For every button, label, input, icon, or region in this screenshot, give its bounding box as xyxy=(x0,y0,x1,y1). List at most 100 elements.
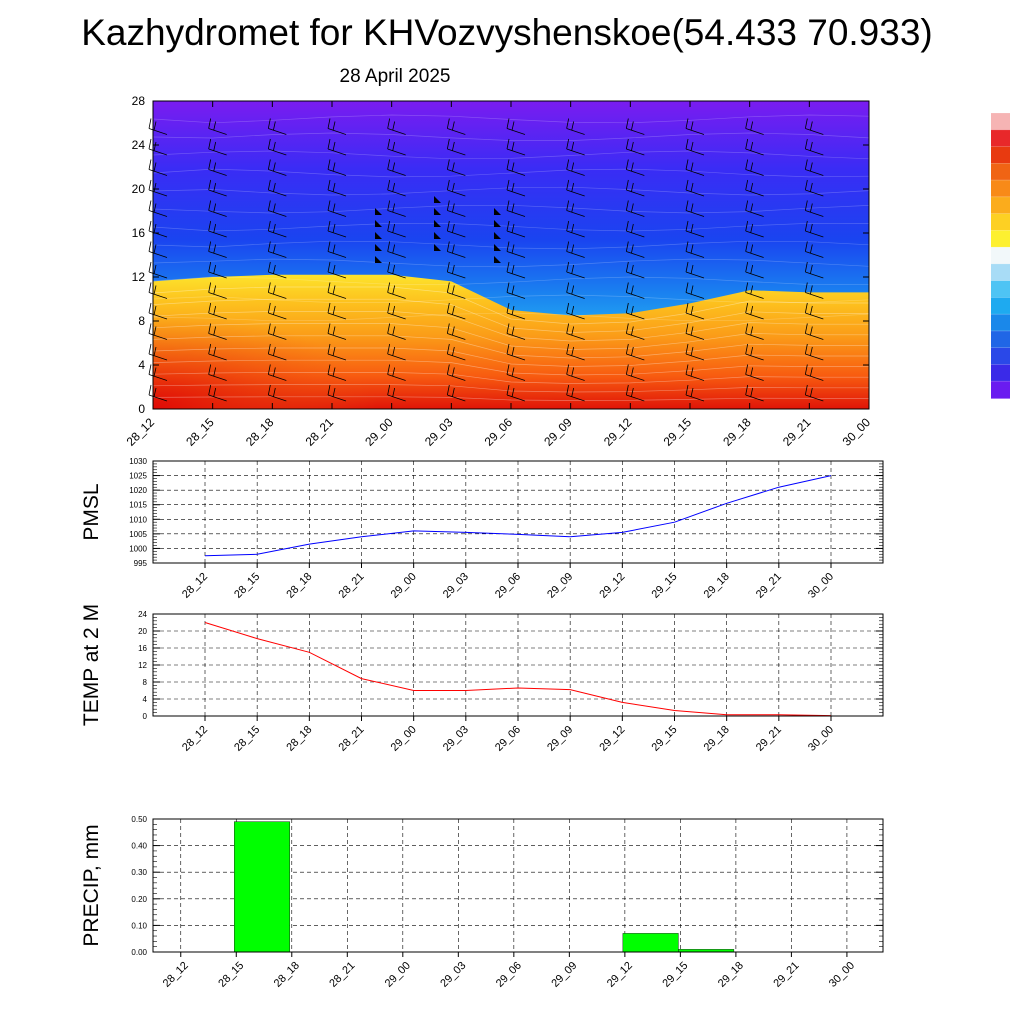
y-tick-label: 8 xyxy=(143,678,148,687)
wind-barb xyxy=(446,200,466,217)
wind-barb xyxy=(267,118,287,135)
wind-barb xyxy=(506,282,526,299)
x-tick-label: 29_12 xyxy=(597,571,627,601)
colorbar xyxy=(991,112,1010,399)
y-tick-label: 16 xyxy=(132,226,146,240)
y-tick-label: 1015 xyxy=(129,501,147,510)
x-tick-label: 29_12 xyxy=(601,415,635,449)
wind-barb xyxy=(267,138,287,156)
wind-barb xyxy=(804,138,824,156)
y-axis-label: TEMP at 2 M xyxy=(80,604,103,726)
y-tick-label: 12 xyxy=(132,270,146,284)
wind-barb xyxy=(267,241,287,258)
wind-barb xyxy=(387,220,406,238)
x-tick-label: 29_12 xyxy=(597,724,627,754)
wind-barb xyxy=(506,261,526,279)
wind-barb xyxy=(148,302,168,320)
wind-barb xyxy=(566,282,585,299)
wind-barb xyxy=(387,261,406,279)
wind-barb xyxy=(506,384,526,402)
wind-barb xyxy=(804,200,824,217)
temperature-contour xyxy=(152,359,869,376)
wind-barb xyxy=(685,282,705,299)
y-tick-label: 8 xyxy=(138,314,145,328)
wind-barb xyxy=(267,343,287,361)
wind-barb xyxy=(208,179,227,197)
y-tick-label: 12 xyxy=(138,661,147,670)
x-tick-label: 28_15 xyxy=(232,571,262,601)
wind-barb xyxy=(327,179,347,197)
temperature-contour xyxy=(152,372,869,384)
x-tick-label: 29_00 xyxy=(389,571,419,601)
x-tick-label: 28_21 xyxy=(337,571,367,601)
x-tick-label: 29_09 xyxy=(545,571,575,601)
wind-barb xyxy=(685,343,705,361)
wind-barb xyxy=(506,118,526,135)
wind-barb xyxy=(625,220,645,238)
wind-pennant xyxy=(494,232,501,239)
wind-pennant xyxy=(375,220,382,227)
x-tick-label: 28_12 xyxy=(180,571,210,601)
wind-barb xyxy=(387,241,406,258)
wind-pennant xyxy=(434,244,441,251)
wind-barb xyxy=(506,323,526,340)
wind-barb xyxy=(208,118,227,135)
x-tick-label: 29_03 xyxy=(422,415,456,449)
wind-barb xyxy=(446,343,466,361)
wind-barb xyxy=(566,302,585,320)
wind-barb xyxy=(804,343,824,361)
colorbar-swatch xyxy=(991,364,1010,382)
colorbar-swatch xyxy=(991,247,1010,265)
x-tick-label: 28_21 xyxy=(303,415,337,449)
wind-barb xyxy=(566,241,585,258)
x-tick-label: 29_18 xyxy=(702,571,732,601)
wind-barb xyxy=(387,200,406,217)
wind-pennant xyxy=(494,220,501,227)
colorbar-swatch xyxy=(991,263,1010,282)
wind-barb xyxy=(267,364,287,381)
wind-barb xyxy=(685,179,705,197)
page-title: Kazhydromet for KHVozvyshenskoe(54.433 7… xyxy=(81,12,933,53)
wind-barb xyxy=(327,323,347,340)
wind-barb xyxy=(625,200,645,217)
wind-barb xyxy=(327,200,347,217)
wind-barb xyxy=(148,343,168,361)
wind-barb xyxy=(685,200,705,217)
x-tick-label: 28_15 xyxy=(183,415,217,449)
y-tick-label: 28 xyxy=(132,94,146,108)
wind-pennant xyxy=(494,256,501,263)
wind-barb xyxy=(804,384,824,402)
wind-barb xyxy=(625,302,645,320)
wind-pennant xyxy=(434,196,441,203)
wind-barb xyxy=(625,179,645,197)
wind-barb xyxy=(446,282,466,299)
wind-barb xyxy=(387,179,406,197)
x-tick-label: 29_09 xyxy=(541,415,575,449)
wind-barb xyxy=(804,261,824,279)
temperature-contour xyxy=(152,222,870,232)
y-tick-label: 0.30 xyxy=(131,868,147,877)
wind-barb xyxy=(208,343,227,361)
wind-barb xyxy=(745,200,764,217)
x-tick-label: 29_21 xyxy=(754,571,784,601)
wind-barb xyxy=(566,200,585,217)
wind-barb xyxy=(387,282,406,299)
wind-barb xyxy=(685,220,705,238)
x-tick-label: 28_18 xyxy=(243,415,277,449)
x-tick-label: 29_18 xyxy=(720,415,754,449)
wind-barb xyxy=(804,179,824,197)
y-tick-label: 0.00 xyxy=(131,948,147,957)
wind-barb xyxy=(804,302,824,320)
wind-barb xyxy=(387,364,406,381)
x-tick-label: 29_15 xyxy=(650,724,680,754)
wind-pennant xyxy=(375,244,382,251)
wind-barb xyxy=(208,384,227,402)
x-tick-label: 28_12 xyxy=(124,415,158,449)
wind-barb xyxy=(566,118,585,135)
wind-barb xyxy=(506,159,526,176)
precip-chart: 0.00 0.10 0.20 0.30 0.40 0.50 28_12 28_15 28_18 2… xyxy=(80,815,884,990)
temperature-contour xyxy=(152,311,869,342)
wind-barb xyxy=(327,343,347,361)
wind-barb xyxy=(506,343,526,361)
x-tick-label: 28_15 xyxy=(216,960,246,990)
